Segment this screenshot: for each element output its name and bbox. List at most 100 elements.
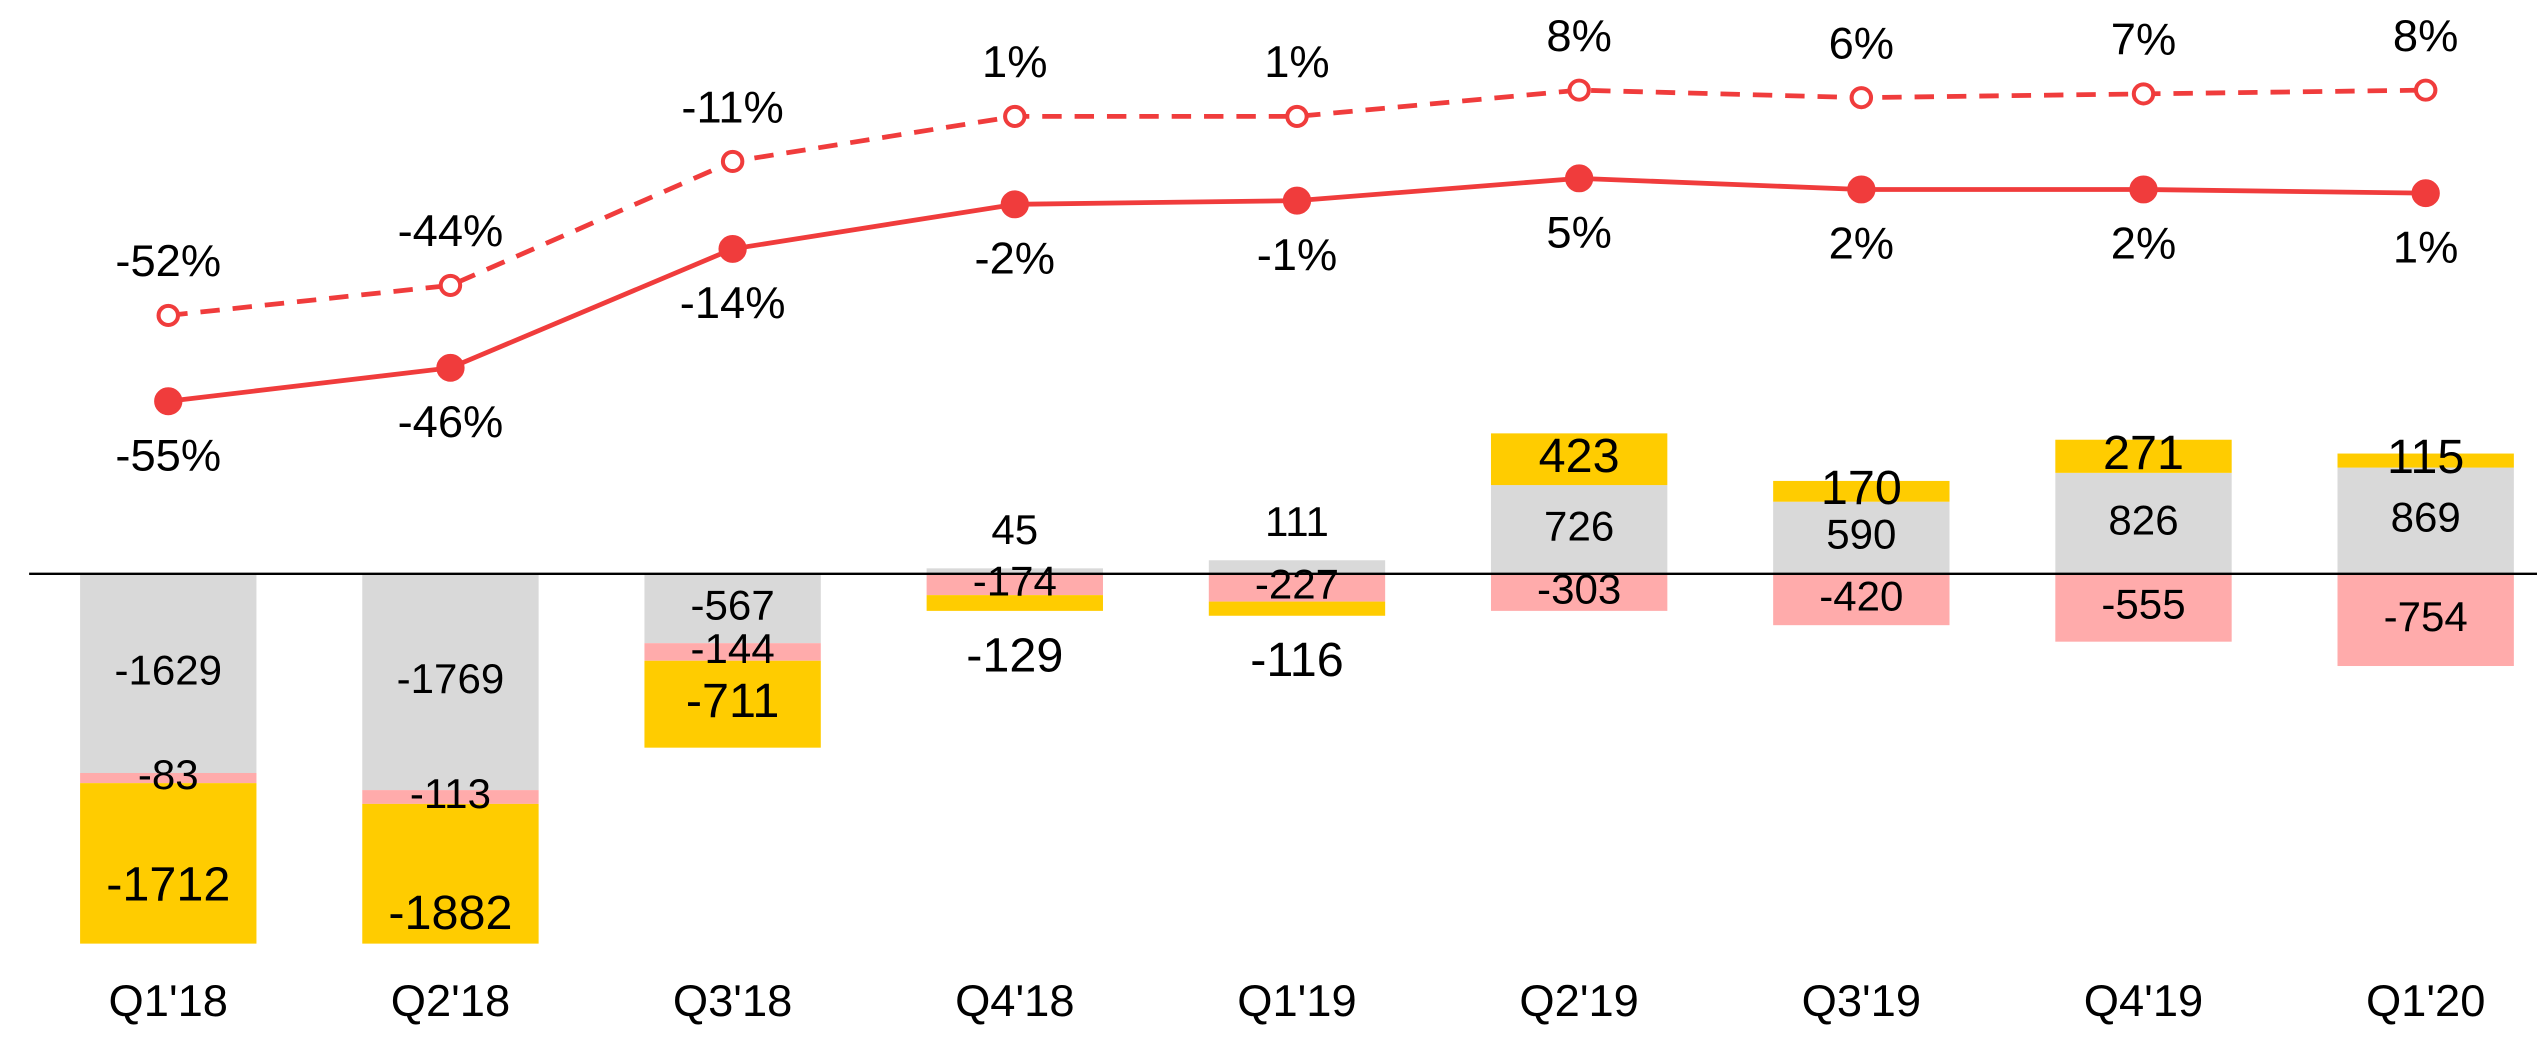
bar-area <box>80 433 2514 944</box>
x-tick-label: Q1'19 <box>1237 975 1356 1026</box>
bar-label: -174 <box>973 558 1057 605</box>
bar-label: -555 <box>2101 581 2185 628</box>
line-label: -14% <box>680 277 786 328</box>
bar-segment <box>1208 601 1386 616</box>
x-tick-label: Q1'18 <box>109 975 228 1026</box>
line-label: -46% <box>398 396 504 447</box>
bar-segment <box>362 803 539 944</box>
bar-label: 170 <box>1821 461 1902 515</box>
bar-label: -1769 <box>397 655 505 702</box>
bar-label: 271 <box>2103 426 2184 480</box>
line-point <box>1003 104 1027 128</box>
bar-label: -711 <box>686 674 780 728</box>
bar-label: -754 <box>2384 593 2468 640</box>
bar-segment <box>2055 472 2232 574</box>
line-label: -52% <box>115 236 221 287</box>
bar-label: -1882 <box>388 886 512 940</box>
bar-segment <box>926 595 1103 611</box>
bar-label: -144 <box>691 625 775 672</box>
bar-segment <box>1490 485 1668 574</box>
line-label: -55% <box>115 430 221 481</box>
bar-label: 590 <box>1826 511 1896 558</box>
line-point <box>2129 175 2158 204</box>
line-label: 1% <box>2393 222 2458 273</box>
line-point <box>718 234 747 263</box>
bar-segment <box>644 643 821 661</box>
line-label: 6% <box>1829 18 1894 69</box>
line-point <box>154 387 183 416</box>
bar-label: 115 <box>2387 431 2464 485</box>
bar-segment <box>2337 453 2514 468</box>
bar-segment <box>2337 467 2514 574</box>
bar-segment <box>644 660 821 748</box>
bar-segment <box>1773 573 1950 626</box>
line-point <box>1000 190 1029 219</box>
line-point <box>438 273 463 297</box>
bar-segment <box>80 573 257 773</box>
x-tick-label: Q1'20 <box>2366 975 2485 1026</box>
bar-segment <box>2055 573 2232 642</box>
line-point <box>436 353 465 382</box>
bar-label: 826 <box>2108 497 2178 544</box>
bar-label: -129 <box>966 629 1063 683</box>
bar-label: 111 <box>1265 498 1329 545</box>
bar-label: 45 <box>991 507 1038 554</box>
bar-segment <box>2337 573 2514 667</box>
line <box>168 87 2426 318</box>
x-tick-label: Q4'19 <box>2084 975 2203 1026</box>
bar-label: -303 <box>1537 566 1621 613</box>
bar-segment <box>1773 501 1950 574</box>
bar-label: -1629 <box>114 647 222 694</box>
bar-label: -83 <box>138 751 199 798</box>
bar-segment <box>2055 439 2232 473</box>
bar-label: -116 <box>1250 634 1344 688</box>
x-tick-label: Q3'19 <box>1802 975 1921 1026</box>
line-point <box>1847 175 1876 204</box>
line-point <box>1282 186 1312 215</box>
bar-segment <box>1208 573 1386 602</box>
bar-segment <box>1490 433 1668 486</box>
line-label: 5% <box>1546 207 1611 258</box>
bar-label: -1712 <box>106 858 230 912</box>
line-point <box>2411 179 2440 208</box>
bar-segment <box>926 573 1103 596</box>
line-label: 2% <box>2111 218 2176 269</box>
bar-segment <box>80 772 257 784</box>
bar-label: 726 <box>1544 503 1614 550</box>
line-label: 8% <box>1546 10 1611 61</box>
x-tick-label: Q4'18 <box>955 975 1074 1026</box>
line-label: -44% <box>398 205 504 256</box>
line-point <box>156 303 181 328</box>
bar-label: -420 <box>1819 573 1903 620</box>
bar-segment <box>1208 560 1386 574</box>
bar-label: 869 <box>2391 494 2461 541</box>
x-tick-label: Q2'19 <box>1519 975 1638 1026</box>
line-label: 1% <box>982 37 1047 88</box>
line-label: 1% <box>1264 37 1329 88</box>
line-point <box>1564 164 1594 193</box>
bar-segment <box>926 568 1103 574</box>
bar-segment <box>644 573 821 644</box>
bar-segment <box>80 783 257 944</box>
bar-segment <box>1490 573 1668 611</box>
line-label: 7% <box>2111 14 2176 65</box>
line-point <box>2131 82 2156 106</box>
bar-label: -227 <box>1255 561 1339 608</box>
line-label: 2% <box>1829 218 1894 269</box>
line-point <box>2413 78 2438 102</box>
x-tick-label: Q3'18 <box>673 975 792 1026</box>
x-tick-label: Q2'18 <box>391 975 510 1026</box>
line-label: -2% <box>975 233 1056 284</box>
line-label: -11% <box>681 82 783 133</box>
bar-segment <box>362 573 539 791</box>
bar-segment <box>1773 480 1950 502</box>
line-point <box>1849 86 1874 110</box>
bar-segment <box>362 790 539 804</box>
line-point <box>720 149 745 174</box>
bar-label: -113 <box>410 770 491 817</box>
line-point <box>1285 104 1309 128</box>
line-label: 8% <box>2393 10 2458 61</box>
bar-label: 423 <box>1539 429 1620 483</box>
